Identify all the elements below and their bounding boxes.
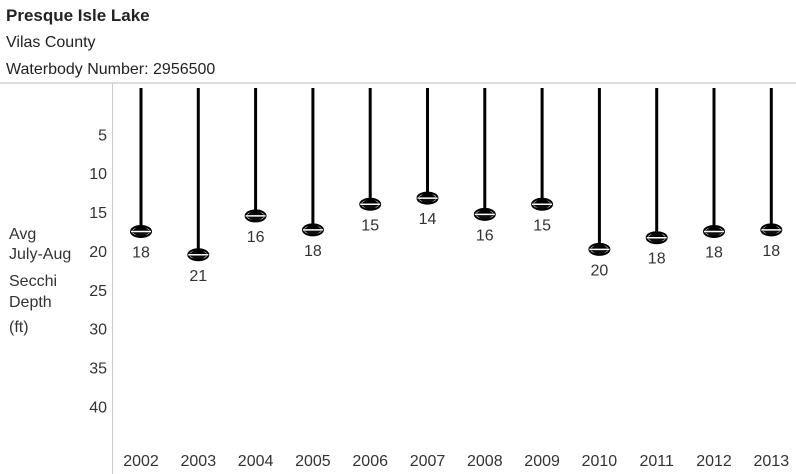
y-tick-label: 40 bbox=[89, 399, 107, 416]
data-label: 18 bbox=[705, 244, 723, 261]
x-tick-label: 2003 bbox=[181, 453, 217, 470]
x-tick-label: 2011 bbox=[639, 453, 674, 470]
data-label: 18 bbox=[132, 244, 150, 261]
x-tick-label: 2006 bbox=[352, 453, 388, 470]
y-tick-label: 35 bbox=[89, 360, 107, 377]
county-subtitle: Vilas County bbox=[6, 34, 96, 51]
y-tick-label: 5 bbox=[98, 127, 107, 144]
secchi-marker bbox=[359, 197, 382, 211]
secchi-marker bbox=[301, 223, 324, 237]
secchi-marker bbox=[416, 191, 439, 205]
secchi-markers bbox=[130, 191, 783, 262]
x-tick-label: 2007 bbox=[410, 453, 446, 470]
x-tick-labels: 2002 2003 2004 2005 2006 2007 2008 2009 2010 2011… bbox=[123, 453, 789, 470]
data-labels: 18 21 16 18 15 14 16 15 20 18 18 18 bbox=[132, 211, 780, 285]
x-tick-label: 2008 bbox=[467, 453, 503, 470]
secchi-marker bbox=[645, 231, 668, 245]
secchi-marker bbox=[473, 207, 496, 221]
data-label: 16 bbox=[247, 229, 265, 246]
y-axis-label: Avg July-Aug Secchi Depth (ft) bbox=[9, 226, 71, 336]
y-axis-label-line: Secchi bbox=[9, 273, 57, 290]
secchi-marker bbox=[588, 242, 611, 256]
y-tick-label: 10 bbox=[89, 166, 107, 183]
data-label: 20 bbox=[591, 262, 609, 279]
chart-title: Presque Isle Lake bbox=[6, 6, 150, 25]
data-label: 15 bbox=[361, 217, 379, 234]
x-tick-label: 2004 bbox=[238, 453, 274, 470]
y-tick-label: 30 bbox=[89, 322, 107, 339]
data-label: 15 bbox=[533, 217, 551, 234]
data-label: 16 bbox=[476, 227, 494, 244]
y-tick-labels: 5 10 15 20 25 30 35 40 bbox=[89, 127, 107, 416]
secchi-marker bbox=[703, 224, 725, 238]
secchi-marker bbox=[531, 197, 554, 211]
depth-stems bbox=[139, 88, 773, 255]
y-axis-label-line: Depth bbox=[9, 294, 52, 311]
x-tick-label: 2012 bbox=[696, 453, 732, 470]
secchi-marker bbox=[130, 224, 152, 238]
data-label: 18 bbox=[304, 243, 322, 260]
y-tick-label: 25 bbox=[89, 283, 107, 300]
y-axis-label-line: (ft) bbox=[9, 319, 29, 336]
waterbody-number: Waterbody Number: 2956500 bbox=[6, 61, 216, 78]
y-axis-label-line: July-Aug bbox=[9, 246, 71, 263]
data-label: 14 bbox=[419, 211, 437, 228]
x-tick-label: 2009 bbox=[524, 453, 560, 470]
secchi-marker bbox=[760, 223, 783, 237]
y-axis-label-line: Avg bbox=[9, 226, 36, 243]
x-tick-label: 2005 bbox=[295, 453, 331, 470]
y-tick-label: 15 bbox=[89, 205, 107, 222]
x-tick-label: 2002 bbox=[123, 453, 159, 470]
x-tick-label: 2010 bbox=[582, 453, 618, 470]
x-tick-label: 2013 bbox=[754, 453, 790, 470]
data-label: 18 bbox=[648, 251, 666, 268]
data-label: 18 bbox=[762, 243, 780, 260]
data-label: 21 bbox=[189, 268, 207, 285]
secchi-marker bbox=[244, 209, 267, 223]
secchi-marker bbox=[187, 248, 210, 262]
y-tick-label: 20 bbox=[89, 244, 107, 261]
